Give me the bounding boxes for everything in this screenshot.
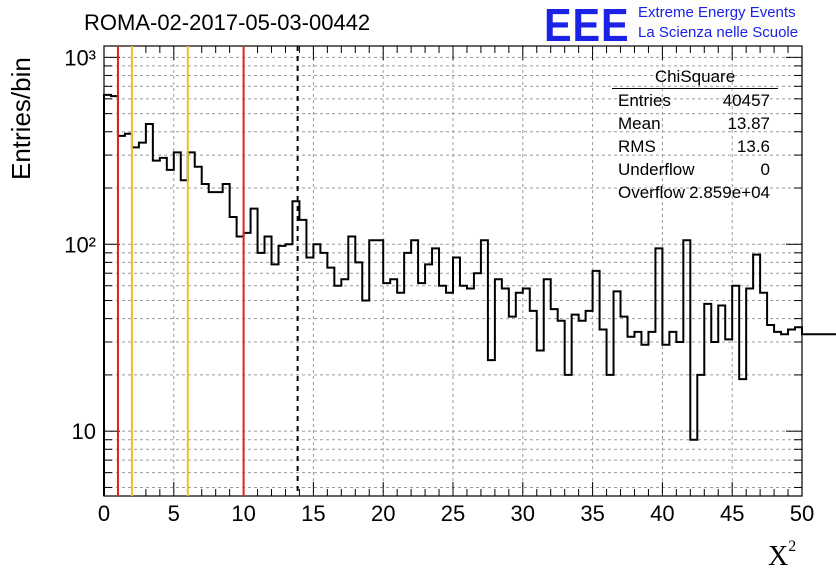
x-axis-label-base: X (768, 541, 789, 572)
stats-value: 40457 (722, 91, 770, 110)
x-axis-label-sup: 2 (788, 538, 797, 555)
x-tick-label: 5 (168, 501, 180, 526)
x-tick-label: 15 (301, 501, 325, 526)
histogram-series (103, 93, 836, 496)
stats-title: ChiSquare (612, 66, 778, 89)
logo-line-2: La Scienza nelle Scuole (638, 24, 799, 41)
y-tick-label: 10² (64, 232, 96, 257)
stats-row-underflow: Underflow 0 (612, 158, 778, 181)
logo-line-1: Extreme Energy Events (638, 4, 796, 21)
stats-key: Overflow (618, 183, 686, 202)
stats-box: ChiSquare Entries 40457 Mean 13.87 RMS 1… (612, 66, 778, 204)
stats-key: Entries (618, 91, 671, 110)
y-axis-label: Entries/bin (6, 57, 36, 180)
stats-row-mean: Mean 13.87 (612, 112, 778, 135)
x-tick-label: 50 (790, 501, 814, 526)
stats-key: Underflow (618, 160, 695, 179)
eee-logo: EEE (544, 0, 630, 51)
stats-row-overflow: Overflow 2.859e+04 (612, 181, 778, 204)
x-tick-label: 25 (441, 501, 465, 526)
stats-value: 13.87 (727, 114, 770, 133)
stats-row-entries: Entries 40457 (612, 89, 778, 112)
stats-value: 13.6 (736, 137, 770, 156)
x-axis-label: X2 (768, 538, 796, 573)
stats-key: RMS (618, 137, 656, 156)
x-tick-label: 35 (580, 501, 604, 526)
x-tick-label: 45 (720, 501, 744, 526)
x-tick-label: 20 (371, 501, 395, 526)
x-tick-label: 10 (231, 501, 255, 526)
stats-row-rms: RMS 13.6 (612, 135, 778, 158)
x-tick-label: 40 (650, 501, 674, 526)
page-title: ROMA-02-2017-05-03-00442 (84, 10, 371, 35)
y-tick-label: 10 (72, 419, 96, 444)
stats-value: 0 (760, 160, 770, 179)
x-tick-label: 30 (511, 501, 535, 526)
x-tick-label: 0 (98, 501, 110, 526)
stats-value: 2.859e+04 (689, 183, 770, 202)
stats-key: Mean (618, 114, 661, 133)
y-tick-label: 10³ (64, 45, 96, 70)
